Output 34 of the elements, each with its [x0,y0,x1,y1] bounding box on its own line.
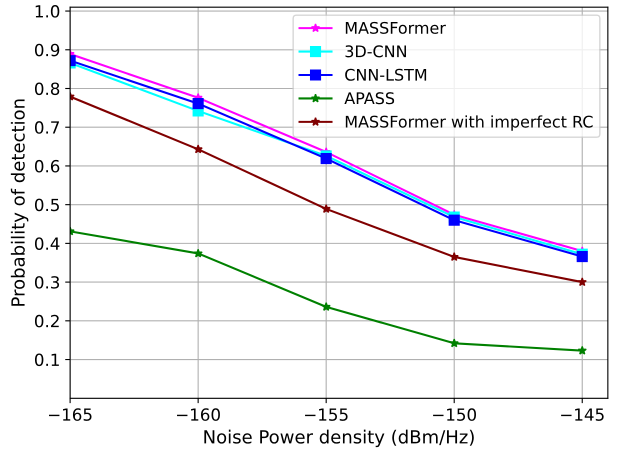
point [578,277,587,286]
y-tick-label: 1.0 [36,5,60,18]
point [193,248,203,258]
y-axis-title: Probability of detection [10,99,28,306]
point [450,252,459,261]
y-tick-label: 0.2 [34,314,59,328]
legend-label: APASS [344,92,394,104]
legend-label: CNN-LSTM [345,68,426,81]
point [576,250,588,262]
point [448,214,460,226]
x-tick-label: −155 [305,408,348,421]
y-tick-label: 0.4 [34,237,60,250]
x-axis-title: Noise Power density (dBm/Hz) [204,430,474,448]
y-tick-label: 0.5 [34,198,59,212]
point [322,302,331,311]
point [450,338,459,348]
y-tick-label: 0.3 [34,276,60,289]
y-tick-label: 0.6 [34,160,60,173]
x-tick-label: −165 [48,408,92,421]
point [578,346,587,355]
y-tick-label: 0.7 [34,121,59,134]
legend-label: MASSFormer with imperfect RC [346,115,593,131]
point [192,98,204,110]
y-tick-label: 0.1 [34,354,59,366]
y-tick-label: 0.9 [34,44,60,56]
x-tick-label: −160 [177,408,220,421]
y-tick-label: 0.8 [34,82,60,96]
point [322,204,331,213]
legend-label: MASSFormer [346,22,446,34]
legend-label: 3D-CNN [345,45,406,58]
point [320,153,332,164]
point [193,144,203,154]
x-tick-label: −150 [433,408,476,421]
x-tick-label: −145 [561,408,604,421]
